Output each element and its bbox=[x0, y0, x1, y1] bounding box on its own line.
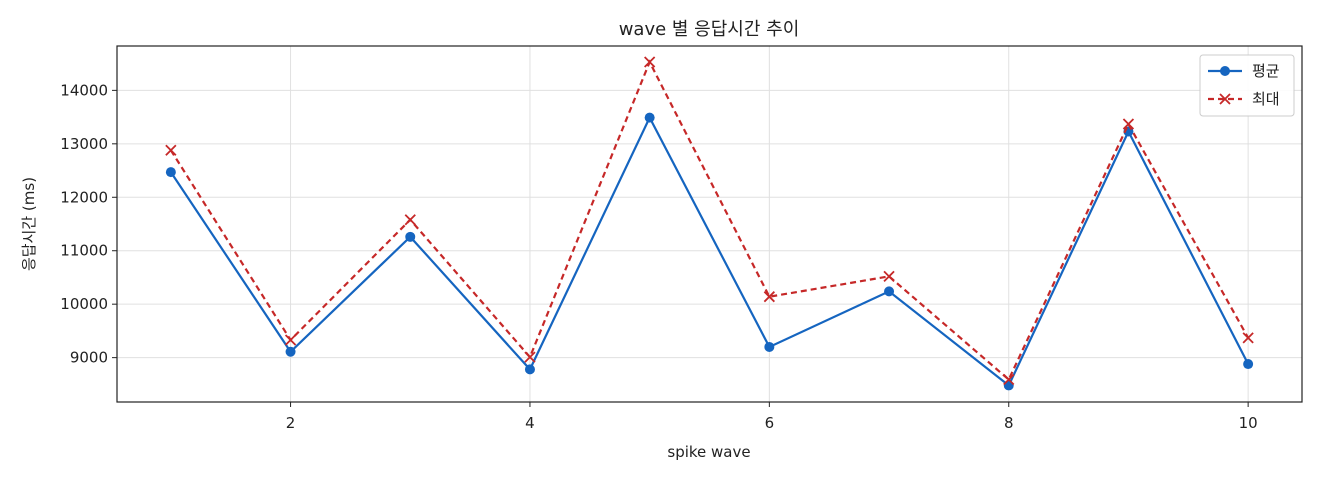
data-point bbox=[1242, 332, 1254, 344]
legend-frame bbox=[1199, 54, 1295, 117]
series-2 bbox=[165, 56, 1254, 386]
grid-lines bbox=[117, 46, 1302, 402]
x-tick-label: 10 bbox=[1239, 414, 1258, 432]
data-point bbox=[524, 351, 536, 363]
x-tick-label: 6 bbox=[765, 414, 775, 432]
x-tick-label: 8 bbox=[1004, 414, 1014, 432]
legend-item: 평균 bbox=[1208, 62, 1280, 80]
data-point bbox=[165, 144, 177, 156]
data-point bbox=[644, 56, 656, 68]
data-point bbox=[644, 112, 655, 123]
y-axis-title: 응답시간 (ms) bbox=[20, 177, 38, 271]
legend-swatch-marker bbox=[1219, 93, 1231, 105]
data-point bbox=[285, 346, 296, 357]
series-1 bbox=[165, 112, 1254, 391]
data-point bbox=[524, 364, 535, 375]
data-point bbox=[405, 231, 416, 242]
chart-title: wave 별 응답시간 추이 bbox=[619, 19, 800, 40]
legend-label: 평균 bbox=[1252, 62, 1280, 80]
x-tick-label: 4 bbox=[525, 414, 535, 432]
plot-area-frame bbox=[116, 45, 1303, 403]
series-line bbox=[169, 115, 1250, 388]
data-point bbox=[764, 341, 775, 352]
data-point bbox=[1003, 373, 1015, 386]
data-point bbox=[883, 270, 895, 283]
data-point bbox=[1122, 118, 1135, 130]
y-tick-label: 11000 bbox=[60, 242, 108, 260]
data-point bbox=[1243, 359, 1254, 370]
y-tick-label: 9000 bbox=[70, 349, 108, 367]
data-point bbox=[763, 291, 775, 303]
x-tick-label: 2 bbox=[286, 414, 296, 432]
y-tick-label: 13000 bbox=[60, 135, 108, 153]
y-tick-label: 10000 bbox=[60, 295, 108, 313]
data-point bbox=[404, 214, 416, 226]
legend-label: 최대 bbox=[1252, 90, 1280, 108]
series-layer bbox=[165, 56, 1254, 391]
y-tick-label: 12000 bbox=[60, 188, 108, 206]
x-axis-title: spike wave bbox=[667, 443, 750, 461]
data-point bbox=[884, 286, 895, 297]
y-tick-label: 14000 bbox=[60, 81, 108, 99]
data-point bbox=[165, 167, 176, 178]
legend-swatch-marker bbox=[1220, 66, 1230, 76]
axis-ticks: 2 4 6 8 10 9000 10000 11000 12000 13000 14000 bbox=[60, 81, 1257, 432]
legend-item: 최대 bbox=[1208, 90, 1280, 108]
data-point bbox=[284, 334, 297, 346]
